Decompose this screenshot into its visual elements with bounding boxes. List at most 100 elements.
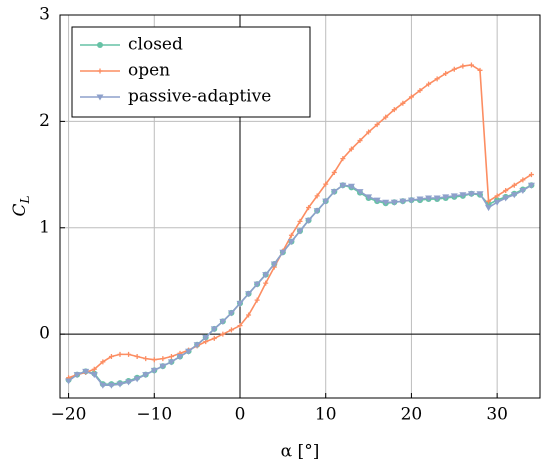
marker [443, 71, 449, 77]
marker [228, 327, 234, 333]
series-line [68, 184, 532, 387]
marker [262, 272, 270, 279]
y-axis-label-sub: L [18, 195, 32, 204]
marker [142, 372, 150, 379]
legend-label: open [128, 61, 170, 81]
marker [219, 318, 227, 325]
marker [382, 199, 390, 206]
marker [126, 351, 132, 357]
marker [176, 354, 184, 361]
marker [254, 297, 260, 303]
marker [305, 217, 313, 224]
marker [246, 312, 252, 318]
marker [356, 189, 364, 196]
marker [236, 300, 244, 307]
y-tick-label: 1 [39, 217, 50, 237]
y-axis-label-main: C [10, 203, 30, 216]
marker [168, 354, 174, 360]
marker [314, 193, 320, 199]
legend: closed open passive-adaptive [71, 26, 311, 118]
marker [97, 42, 103, 48]
marker [263, 280, 269, 286]
marker [313, 208, 321, 215]
marker [477, 67, 483, 73]
plot-frame [59, 14, 541, 399]
marker [99, 382, 107, 389]
x-tick-label: 10 [315, 405, 337, 425]
marker [451, 66, 457, 72]
marker [134, 354, 140, 360]
legend-label: passive-adaptive [128, 87, 271, 107]
marker [347, 183, 355, 190]
marker [468, 62, 474, 68]
marker [408, 94, 414, 100]
marker [82, 368, 90, 375]
marker [73, 372, 81, 379]
x-tick-label: −10 [136, 405, 172, 425]
marker [442, 194, 450, 201]
marker [220, 331, 226, 337]
marker [433, 195, 441, 202]
marker [366, 129, 372, 135]
marker [245, 291, 253, 298]
marker [348, 146, 354, 152]
marker [426, 81, 432, 87]
marker [151, 357, 157, 363]
marker [143, 356, 149, 362]
y-tick-label: 0 [39, 324, 50, 344]
marker [185, 348, 193, 355]
marker [160, 356, 166, 362]
marker [322, 198, 330, 205]
marker [520, 177, 526, 183]
marker [503, 188, 509, 194]
marker [227, 310, 235, 317]
marker [502, 195, 510, 202]
marker [237, 323, 243, 329]
marker [117, 351, 123, 357]
marker [297, 218, 303, 224]
marker [511, 182, 517, 188]
marker [365, 194, 373, 201]
marker [494, 193, 500, 199]
marker [193, 342, 201, 349]
marker [510, 192, 518, 199]
legend-label: closed [128, 35, 183, 55]
x-axis-label: α [°] [281, 442, 320, 462]
marker [97, 68, 103, 74]
marker [493, 199, 501, 206]
marker [150, 367, 158, 374]
marker [330, 189, 338, 196]
marker [287, 239, 295, 246]
marker [91, 366, 97, 372]
marker [434, 76, 440, 82]
marker [125, 379, 133, 386]
marker [486, 198, 492, 204]
marker [357, 138, 363, 144]
marker [450, 193, 458, 200]
marker [339, 182, 347, 189]
marker [279, 249, 287, 256]
marker [331, 169, 337, 175]
marker [211, 335, 217, 341]
marker [425, 195, 433, 202]
marker [416, 196, 424, 203]
y-tick-label: 3 [39, 5, 50, 25]
x-tick-label: 0 [235, 405, 246, 425]
marker [323, 181, 329, 187]
marker [296, 228, 304, 235]
marker [100, 359, 106, 365]
marker [202, 334, 210, 341]
marker [96, 94, 104, 101]
marker [400, 100, 406, 106]
marker [65, 378, 73, 385]
marker [390, 199, 398, 206]
marker [108, 354, 114, 360]
y-axis-label: CL [10, 195, 32, 216]
marker [159, 363, 167, 370]
marker [210, 326, 218, 333]
marker [407, 197, 415, 204]
marker [107, 382, 115, 389]
marker [476, 191, 484, 198]
marker [116, 381, 124, 388]
